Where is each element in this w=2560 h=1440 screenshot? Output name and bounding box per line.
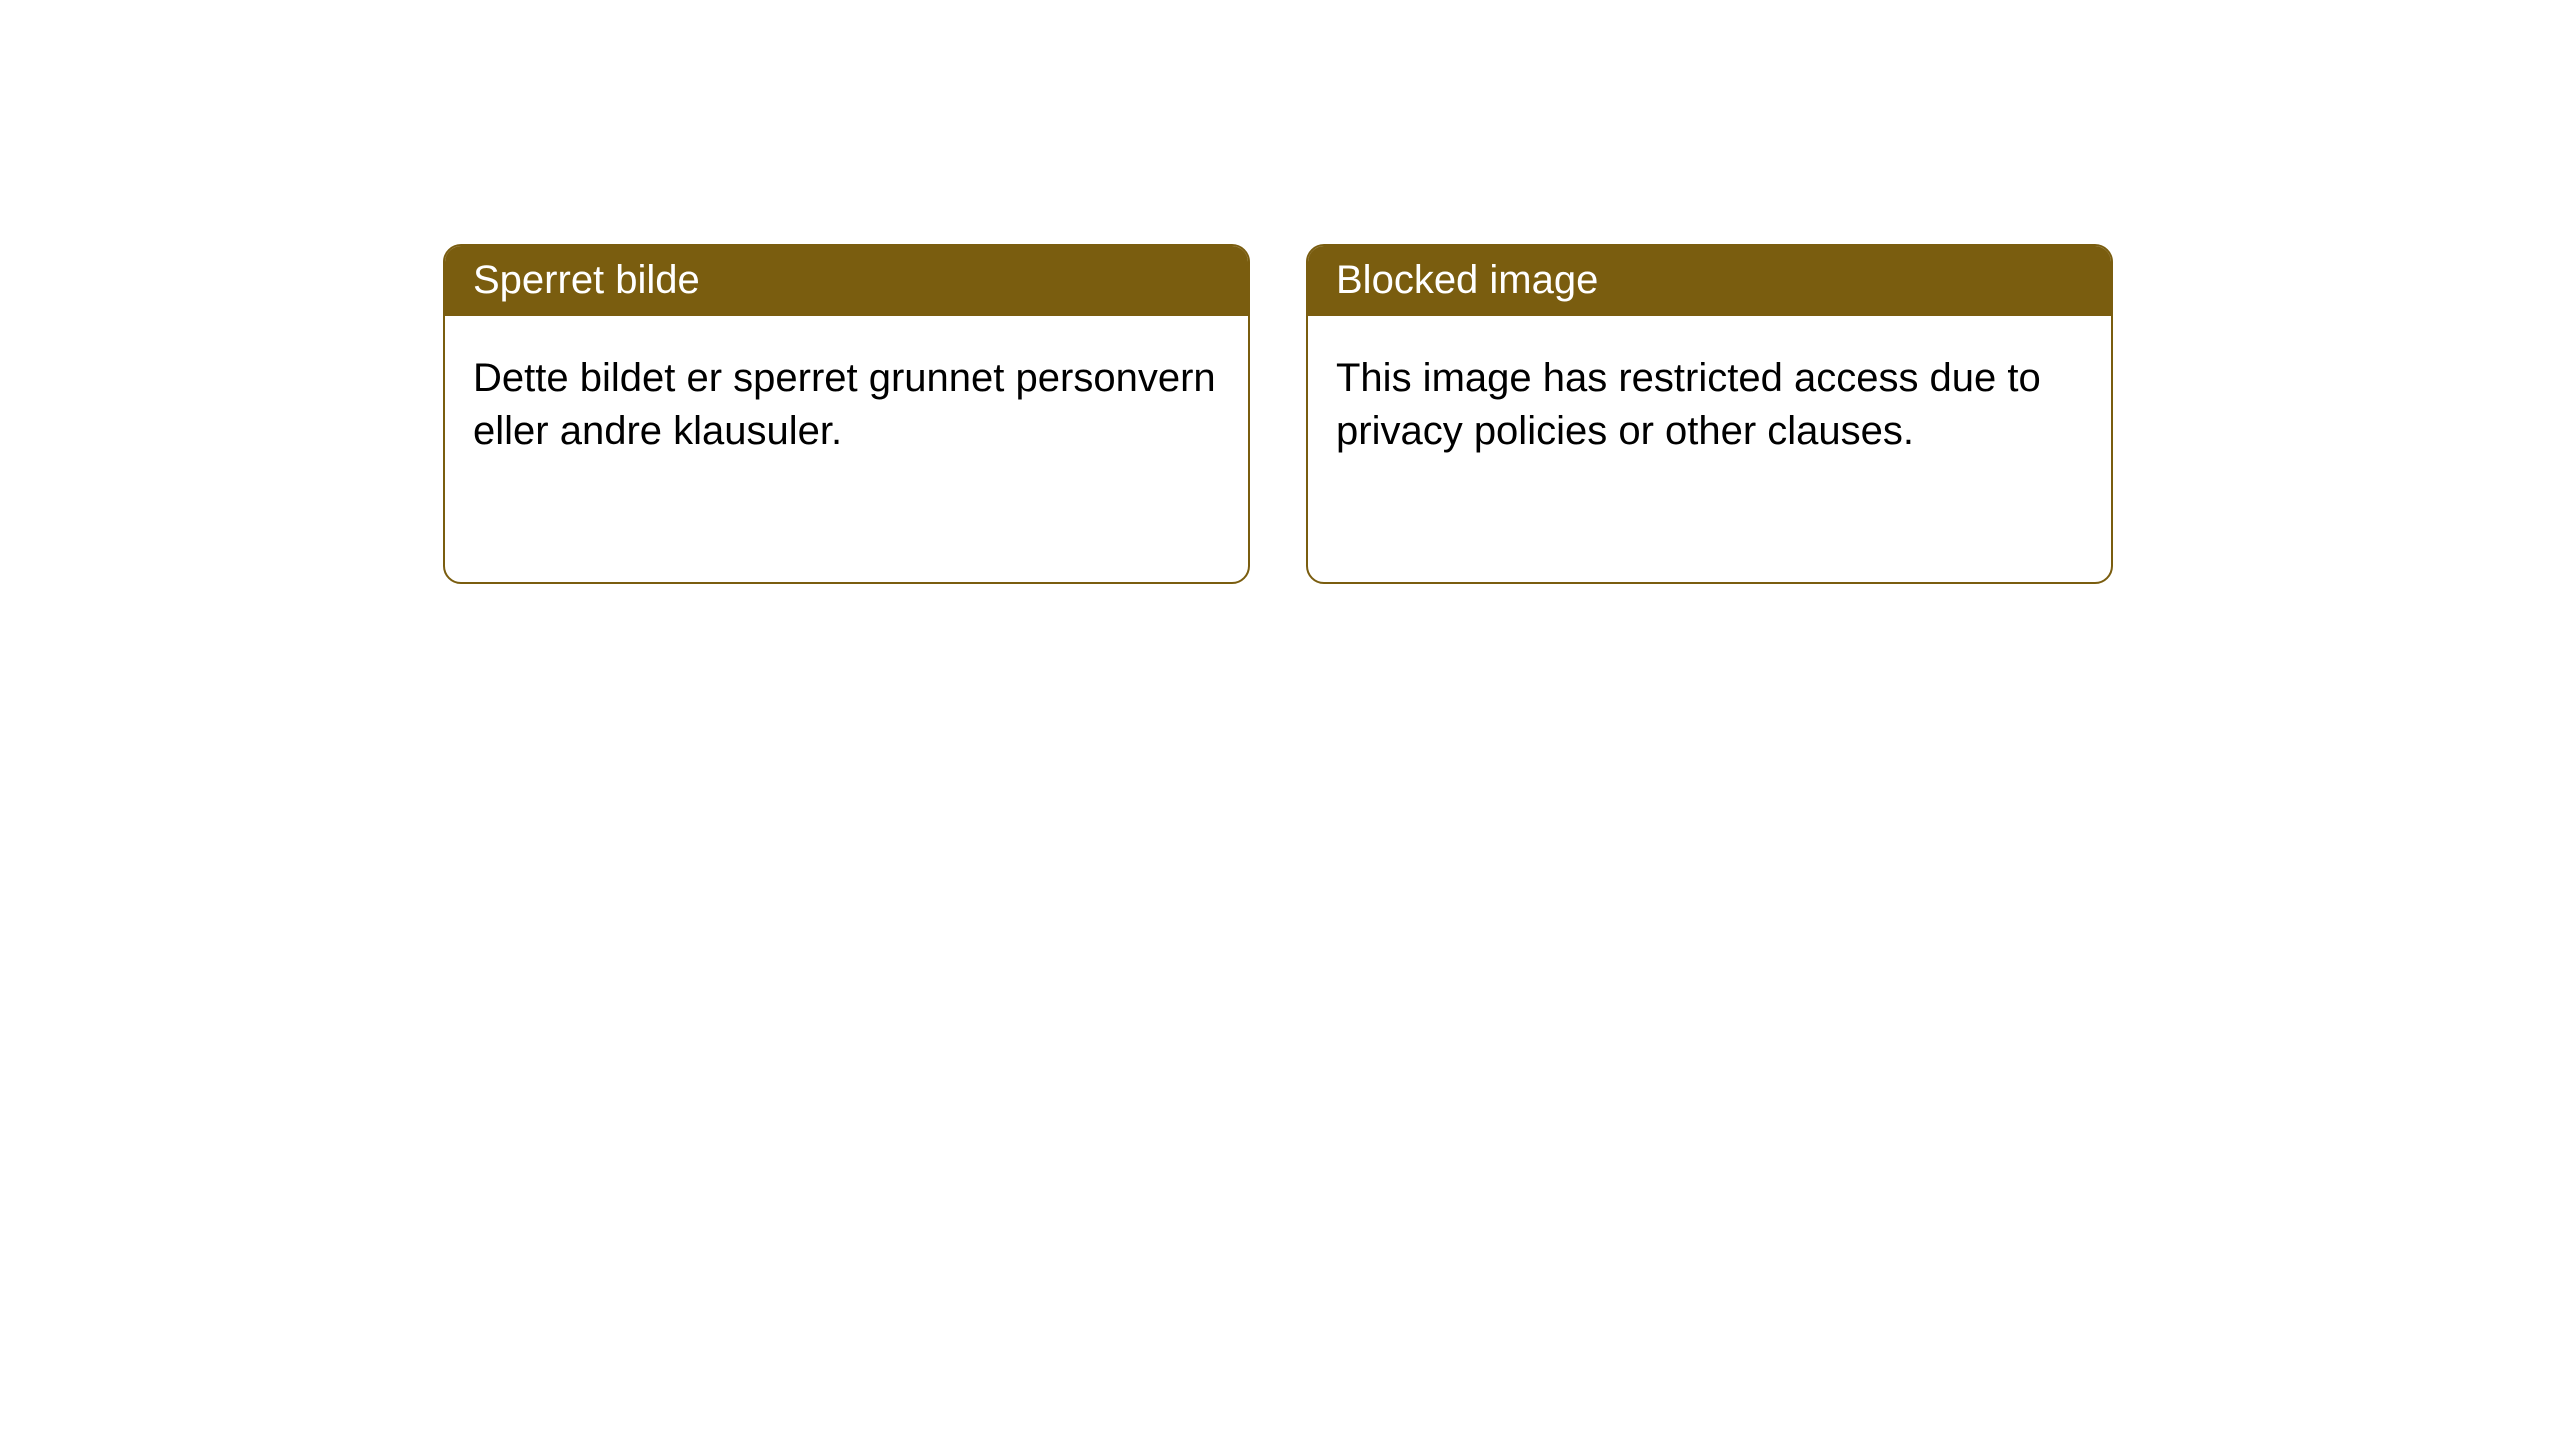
notice-body: Dette bildet er sperret grunnet personve… <box>445 316 1248 494</box>
notice-card-english: Blocked image This image has restricted … <box>1306 244 2113 584</box>
notice-card-norwegian: Sperret bilde Dette bildet er sperret gr… <box>443 244 1250 584</box>
notice-header: Blocked image <box>1308 246 2111 316</box>
notice-header: Sperret bilde <box>445 246 1248 316</box>
notice-body: This image has restricted access due to … <box>1308 316 2111 494</box>
notice-container: Sperret bilde Dette bildet er sperret gr… <box>0 0 2560 584</box>
